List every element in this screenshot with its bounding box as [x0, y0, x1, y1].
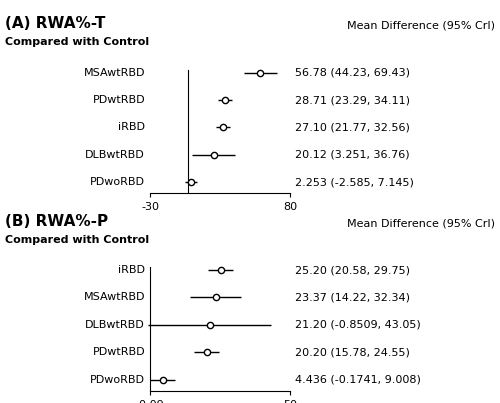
Text: (A) RWA%-T: (A) RWA%-T — [5, 16, 105, 31]
Text: iRBD: iRBD — [118, 265, 145, 275]
Text: 25.20 (20.58, 29.75): 25.20 (20.58, 29.75) — [295, 265, 410, 275]
Text: PDwoRBD: PDwoRBD — [90, 177, 145, 187]
Text: 27.10 (21.77, 32.56): 27.10 (21.77, 32.56) — [295, 123, 410, 133]
Text: Mean Difference (95% CrI): Mean Difference (95% CrI) — [347, 218, 495, 228]
Text: Compared with Control: Compared with Control — [5, 37, 149, 47]
Text: PDwoRBD: PDwoRBD — [90, 375, 145, 385]
Text: Mean Difference (95% CrI): Mean Difference (95% CrI) — [347, 21, 495, 31]
Text: DLBwtRBD: DLBwtRBD — [85, 150, 145, 160]
Text: 23.37 (14.22, 32.34): 23.37 (14.22, 32.34) — [295, 293, 410, 303]
Text: Compared with Control: Compared with Control — [5, 235, 149, 245]
Text: 2.253 (-2.585, 7.145): 2.253 (-2.585, 7.145) — [295, 177, 414, 187]
Text: 4.436 (-0.1741, 9.008): 4.436 (-0.1741, 9.008) — [295, 375, 421, 385]
Text: (B) RWA%-P: (B) RWA%-P — [5, 214, 108, 229]
Text: 28.71 (23.29, 34.11): 28.71 (23.29, 34.11) — [295, 95, 410, 105]
Text: PDwtRBD: PDwtRBD — [92, 95, 145, 105]
Text: 20.12 (3.251, 36.76): 20.12 (3.251, 36.76) — [295, 150, 410, 160]
Text: PDwtRBD: PDwtRBD — [92, 347, 145, 357]
Text: DLBwtRBD: DLBwtRBD — [85, 320, 145, 330]
Text: MSAwtRBD: MSAwtRBD — [84, 68, 145, 77]
Text: MSAwtRBD: MSAwtRBD — [84, 293, 145, 303]
Text: iRBD: iRBD — [118, 123, 145, 133]
Text: 21.20 (-0.8509, 43.05): 21.20 (-0.8509, 43.05) — [295, 320, 421, 330]
Text: 56.78 (44.23, 69.43): 56.78 (44.23, 69.43) — [295, 68, 410, 77]
Text: 20.20 (15.78, 24.55): 20.20 (15.78, 24.55) — [295, 347, 410, 357]
